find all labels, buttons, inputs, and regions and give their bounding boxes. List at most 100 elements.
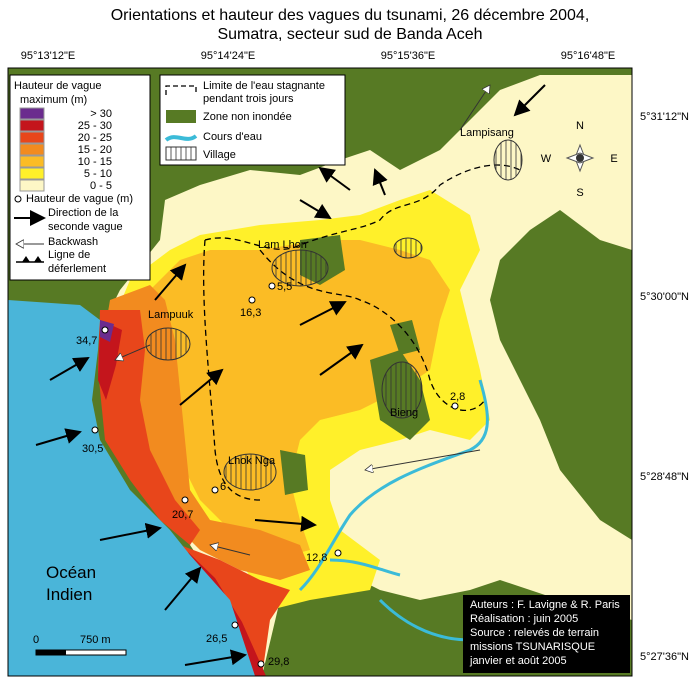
compass-label: S: [576, 187, 583, 199]
non-flooded-patch: [390, 320, 420, 355]
compass-label: N: [576, 120, 584, 132]
legend-swatch: [19, 143, 45, 156]
map-graphic: [35, 428, 82, 446]
title-line: Sumatra, secteur sud de Banda Aceh: [217, 26, 482, 43]
compass: N S W E: [541, 120, 618, 199]
credit-line: janvier et août 2005: [469, 655, 567, 667]
map-graphic: [99, 522, 162, 541]
scale-bar: 0 750 m: [33, 634, 127, 656]
map-graphic: [211, 486, 219, 494]
wave-height: 26,5: [206, 633, 227, 645]
map-graphic: [165, 85, 197, 95]
map-graphic: [115, 344, 151, 360]
credit-line: Source : relevés de terrain: [470, 627, 599, 639]
longitude-label: 95°16'48"E: [561, 50, 615, 62]
map-graphic: [513, 84, 546, 117]
non-flooded-patch: [280, 450, 308, 495]
map-graphic: [164, 134, 198, 142]
village: [223, 453, 277, 491]
legend-swatch: [19, 119, 45, 132]
wave-height: 6: [220, 481, 226, 493]
legend-title: maximum (m): [20, 94, 87, 106]
map-graphic: [299, 301, 347, 326]
zone: [98, 310, 200, 545]
village: [145, 327, 191, 361]
legend-swatch: [19, 131, 45, 144]
map-graphic: [164, 566, 202, 611]
backwash: [115, 85, 490, 556]
map-graphic: [165, 146, 197, 161]
latitude-label: 5°28'48"N: [640, 471, 689, 483]
map-graphic: [268, 282, 276, 290]
legend-label: 20 - 25: [78, 132, 112, 144]
place-label: Lampuuk: [148, 309, 194, 321]
map-graphic: [334, 549, 342, 557]
ocean-label: Indien: [46, 585, 92, 604]
legend-label: > 30: [90, 108, 112, 120]
legend-label: Zone non inondée: [203, 111, 292, 123]
legend-swatch: [19, 155, 45, 168]
map-graphic: [463, 595, 630, 673]
map-graphic: [179, 368, 224, 406]
ocean-label: Océan: [46, 563, 96, 582]
river: [298, 379, 489, 642]
village: [493, 139, 523, 181]
map-graphic: [319, 343, 364, 376]
map-graphic: [372, 168, 388, 196]
wave-height: 34,7: [76, 335, 97, 347]
compass-label: W: [541, 153, 552, 165]
map-graphic: [166, 110, 196, 123]
village: [381, 361, 423, 419]
wave-directions: [35, 84, 546, 666]
map-graphic: [459, 85, 490, 131]
map-graphic: [451, 402, 459, 410]
wave-height: 20,7: [172, 509, 193, 521]
place-label: Lhok Nga: [228, 455, 276, 467]
legend-label: Ligne de: [48, 249, 90, 261]
scale-label: 750 m: [80, 634, 111, 646]
legend-label: Limite de l'eau stagnante: [203, 80, 325, 92]
credit-line: missions TSUNARISQUE: [470, 641, 595, 653]
longitude-label: 95°14'24"E: [201, 50, 255, 62]
title-line: Orientations et hauteur des vagues du ts…: [111, 7, 590, 24]
legend-label: Village: [203, 149, 236, 161]
place-label: Lam Lhon: [258, 239, 307, 251]
latitude-label: 5°27'36"N: [640, 651, 689, 663]
map-graphic: [91, 426, 99, 434]
legend-label: Direction de la: [48, 207, 119, 219]
legend-swatch: [19, 167, 45, 180]
longitude-label: 95°13'12"E: [21, 50, 75, 62]
credits: Auteurs : F. Lavigne & R. Paris Réalisat…: [463, 595, 630, 673]
legend-title: Hauteur de vague: [14, 80, 101, 92]
map-graphic: [257, 660, 265, 668]
map-graphic: [318, 166, 351, 191]
wave-height: 29,8: [268, 656, 289, 668]
map-body: [8, 68, 632, 676]
height-legend: Hauteur de vague maximum (m) Hauteur de …: [9, 74, 151, 281]
feature-legend: Limite de l'eau stagnante pendant trois …: [159, 74, 346, 166]
zone: [98, 320, 122, 400]
legend-label: 10 - 15: [78, 156, 112, 168]
compass-label: E: [610, 153, 617, 165]
map-graphic: [36, 650, 66, 655]
map-graphic: [365, 449, 481, 470]
wave-height-points: 34,7 30,5 20,7 26,5 29,8 16,3 5,5 6 12,8…: [76, 281, 465, 668]
legend-label: 0 - 5: [90, 180, 112, 192]
wave-height: 12,8: [306, 552, 327, 564]
legend-swatch: [19, 107, 45, 120]
legend-label: 5 - 10: [84, 168, 112, 180]
credit-line: Réalisation : juin 2005: [470, 613, 578, 625]
map-graphic: [248, 296, 256, 304]
credit-line: Auteurs : F. Lavigne & R. Paris: [470, 599, 620, 611]
map-graphic: [184, 649, 247, 666]
map-graphic: [49, 356, 90, 381]
map-graphic: [210, 545, 251, 556]
village: [393, 237, 423, 259]
latitude-label: 5°31'12"N: [640, 111, 689, 123]
legend-label: pendant trois jours: [203, 93, 294, 105]
village: [271, 249, 329, 287]
scale-label: 0: [33, 634, 39, 646]
wave-height: 30,5: [82, 443, 103, 455]
legend-label: Backwash: [48, 236, 98, 248]
